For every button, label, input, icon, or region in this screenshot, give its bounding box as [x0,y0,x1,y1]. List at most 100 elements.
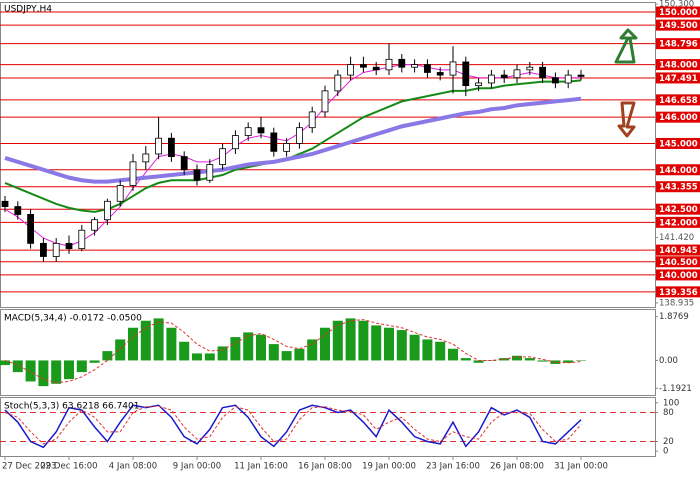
macd-bar [256,334,266,361]
macd-bar [332,320,343,361]
stoch-signal [4,405,582,445]
macd-bar [576,360,586,361]
level-label-box [656,286,700,298]
level-label: 146.658 [659,96,698,106]
macd-bar [115,339,126,361]
macd-bar [358,320,369,361]
candle-body [411,64,419,68]
candle-body [27,214,35,244]
candle-body [14,206,22,215]
candle-body [91,219,98,231]
candle-body [257,127,265,134]
stoch-tick-label: 0 [663,447,668,457]
x-tick-label: 26 Jan 08:00 [490,462,544,472]
level-label-box [656,181,700,193]
level-label: 143.355 [659,183,698,193]
macd-tick-label: 0.00 [659,356,678,366]
candle-body [180,156,188,171]
moving-average [4,64,581,247]
macd-title: MACD(5,34,4) -0.0172 -0.0500 [4,314,142,324]
candle-body [78,229,86,250]
level-label-box [656,38,700,50]
candle-body [334,74,342,92]
stoch-tick-label: 80 [663,408,674,418]
level-label: 140.945 [659,246,698,256]
level-label-box [656,203,700,215]
y-tick-label: 150.300 [659,0,694,10]
up-arrow [614,28,638,64]
level-label-box [656,6,700,18]
macd-bar [345,318,356,361]
candle-body [40,242,47,257]
candle-body [423,64,431,73]
level-label-box [656,19,700,31]
macd-bar [76,360,87,373]
macd-bar [64,360,74,380]
candle-body [1,200,9,207]
macd-bar [192,353,202,361]
candle-body [155,137,163,155]
y-tick-label: 141.420 [659,233,694,243]
macd-bar [0,360,10,366]
x-tick-label: 9 Jan 00:00 [173,462,221,472]
macd-bar [25,360,36,382]
candle-body [577,74,585,77]
candle-body [385,58,393,71]
plot-layer: 150.300 141.420 138.935 150.000 149.500 148.7… [0,0,700,472]
macd-bar [524,358,535,361]
level-label-box [656,72,700,84]
x-tick-label: 19 Jan 00:00 [362,462,416,472]
stoch-tick-label: 20 [663,437,674,447]
macd-bar [153,318,164,361]
stoch-main [4,404,582,449]
level-label: 144.000 [659,166,698,176]
macd-bar [512,355,522,361]
macd-bar [307,339,318,361]
candle-body [436,72,444,76]
candle-body [308,111,316,129]
candle-body [372,66,380,71]
candle-body [539,66,546,79]
macd-bar [166,327,177,361]
level-label: 142.500 [659,205,698,215]
x-tick-label: 23 Jan 16:00 [426,462,480,472]
macd-bar [38,360,49,387]
candle-body [129,161,137,186]
macd-bar [140,320,151,361]
level-label-box [656,137,700,149]
macd-bar [102,351,113,361]
stoch-tick-label: 100 [663,398,679,408]
level-label: 140.000 [659,271,698,281]
level-label-box [656,111,700,123]
macd-bar [371,325,382,361]
candle-body [283,143,291,152]
candle-body [65,242,73,250]
candle-body [193,169,201,181]
level-label: 149.500 [659,21,698,31]
x-tick-label: 29 Dec 16:00 [40,462,97,472]
candle-body [500,74,508,79]
macd-bar [448,348,458,361]
macd-bar [217,346,228,361]
macd-tick-label: 1.8769 [659,312,689,322]
macd-bar [537,360,548,362]
macd-signal [4,319,582,384]
level-label-box [656,59,700,71]
candle-body [449,61,457,76]
macd-bar [384,327,394,361]
candle-body [219,148,227,165]
symbol-title: USDJPY,H4 [4,5,52,15]
x-tick-label: 27 Dec 2023 [2,462,56,472]
level-label: 145.000 [659,139,698,149]
candle-body [52,242,60,257]
macd-bar [179,341,190,361]
level-label-box [656,94,700,106]
macd-bar [204,353,215,361]
candle-body [116,185,124,202]
level-label: 147.491 [659,74,698,84]
candle-body [564,74,572,84]
candle-body [359,64,367,68]
candle-body [231,135,239,150]
level-label: 139.356 [659,288,698,298]
